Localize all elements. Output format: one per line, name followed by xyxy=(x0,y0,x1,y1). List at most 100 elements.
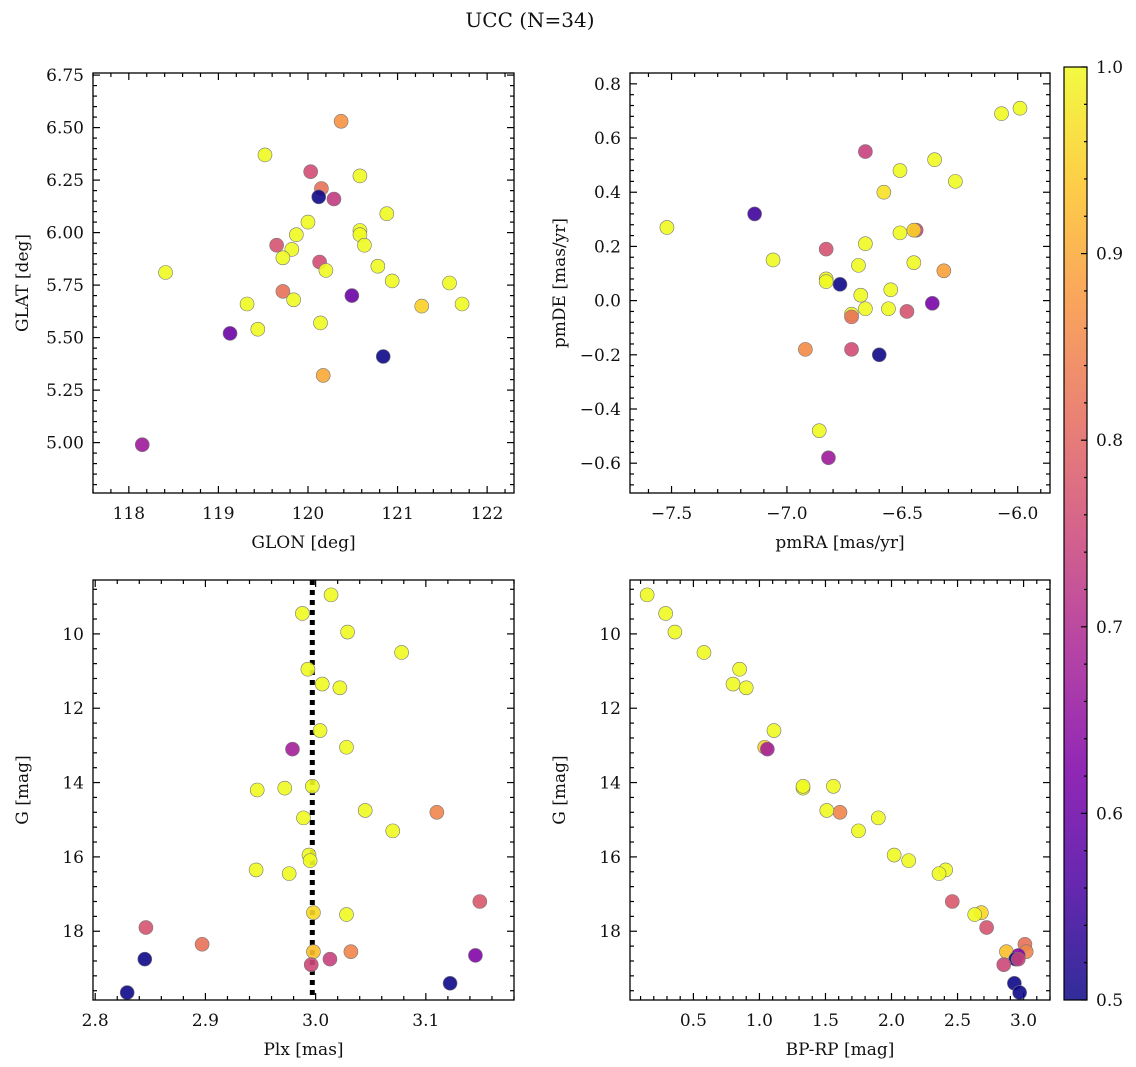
panel-2: −7.5 −7.0 −6.5 −6.0 −0.6 −0.4 −0.2 0.0 0.2 0.4 0.6… xyxy=(550,72,1051,553)
data-point xyxy=(119,985,135,1000)
data-point xyxy=(967,907,983,922)
data-point xyxy=(137,951,153,967)
colorbar-tick-label: 0.8 xyxy=(1096,431,1123,451)
x-tick-label: 2.9 xyxy=(192,1011,219,1031)
x-tick-label: −6.0 xyxy=(997,504,1038,524)
panel-1: 118 119 120 121 122 5.00 5.25 5.50 5.75 6.00 6.25 6… xyxy=(13,66,515,553)
figure-title: UCC (N=34) xyxy=(465,8,594,32)
data-point xyxy=(286,292,301,308)
data-point xyxy=(340,624,355,640)
data-point xyxy=(275,250,291,266)
data-point xyxy=(881,301,896,317)
y-axis-label: GLAT [deg] xyxy=(13,234,33,332)
data-point xyxy=(384,273,400,289)
data-point xyxy=(819,803,835,818)
data-point xyxy=(871,810,886,826)
data-point xyxy=(343,944,359,959)
scatter-panels: 118 119 120 121 122 5.00 5.25 5.50 5.75 6.00 6.25 6… xyxy=(13,66,1051,1060)
data-point xyxy=(760,741,775,757)
data-point xyxy=(306,944,321,959)
y-axis-label: G [mag] xyxy=(550,755,570,824)
data-point xyxy=(295,606,310,621)
data-point xyxy=(818,241,834,257)
data-point xyxy=(948,174,963,189)
y-tick-label: 6.50 xyxy=(46,119,84,139)
data-point xyxy=(138,920,154,935)
data-point xyxy=(892,163,908,178)
y-tick-label: 14 xyxy=(599,774,621,794)
data-point xyxy=(326,191,342,207)
y-tick-label: 16 xyxy=(599,848,621,868)
data-point xyxy=(394,645,409,660)
y-tick-label: 0.8 xyxy=(594,75,621,95)
data-point xyxy=(314,676,330,692)
data-point xyxy=(883,282,899,298)
x-tick-label: 2.0 xyxy=(878,1011,905,1031)
data-point xyxy=(303,164,318,179)
y-tick-label: 14 xyxy=(62,774,84,794)
y-tick-label: 6.00 xyxy=(46,224,84,244)
x-tick-label: −7.5 xyxy=(651,504,692,524)
plot-frame xyxy=(629,579,1051,1001)
x-tick-label: 118 xyxy=(113,504,145,524)
data-point xyxy=(306,905,321,920)
x-tick-label: 3.0 xyxy=(1010,1011,1037,1031)
data-point xyxy=(281,866,297,881)
data-point xyxy=(795,778,811,794)
data-point xyxy=(765,252,781,268)
data-point xyxy=(296,810,311,826)
data-point xyxy=(851,823,866,839)
y-tick-label: 0.2 xyxy=(594,237,621,257)
data-point xyxy=(414,298,430,314)
data-point xyxy=(305,778,320,794)
data-point xyxy=(468,948,483,963)
colorbar: 0.5 0.6 0.7 0.8 0.9 1.0 xyxy=(1063,58,1123,1011)
data-point xyxy=(899,304,915,319)
data-point xyxy=(357,237,372,253)
data-point xyxy=(844,342,859,357)
data-point xyxy=(442,275,457,291)
data-point xyxy=(747,206,762,222)
data-point xyxy=(994,106,1009,121)
data-point xyxy=(300,214,316,230)
x-tick-label: 3.0 xyxy=(302,1011,329,1031)
data-point xyxy=(357,803,373,818)
data-point xyxy=(858,301,873,317)
x-tick-label: 1.0 xyxy=(746,1011,773,1031)
data-point xyxy=(858,144,873,159)
data-point xyxy=(318,263,334,278)
data-point xyxy=(275,284,291,299)
data-point xyxy=(315,368,331,383)
data-point xyxy=(1011,951,1026,967)
y-tick-label: 12 xyxy=(599,699,621,719)
colorbar-tick-label: 0.6 xyxy=(1096,804,1123,824)
data-point xyxy=(333,114,349,129)
data-point xyxy=(289,227,304,242)
colorbar-ticks: 0.5 0.6 0.7 0.8 0.9 1.0 xyxy=(1081,58,1123,1011)
panel-3: 2.8 2.9 3.0 3.1 10 12 14 16 18 Plx [mas] G [mag] xyxy=(13,579,515,1060)
data-point xyxy=(370,258,386,274)
y-tick-label: 0.0 xyxy=(594,292,621,312)
data-point xyxy=(352,168,368,184)
data-point xyxy=(871,347,887,363)
data-point xyxy=(944,894,960,909)
data-point xyxy=(659,220,675,235)
data-point xyxy=(222,326,238,341)
y-tick-label: 5.00 xyxy=(46,434,84,454)
data-point xyxy=(239,296,255,312)
data-point xyxy=(1012,985,1027,1000)
y-tick-label: 6.25 xyxy=(46,171,84,191)
x-axis-label: BP-RP [mag] xyxy=(786,1040,895,1060)
data-point xyxy=(639,587,655,603)
data-point xyxy=(738,680,754,696)
y-tick-label: 12 xyxy=(62,699,84,719)
data-point xyxy=(312,723,328,738)
data-point xyxy=(472,894,488,909)
data-point xyxy=(248,862,264,878)
data-point xyxy=(332,680,348,696)
y-tick-label: 10 xyxy=(62,625,84,645)
data-point xyxy=(454,296,470,312)
data-point xyxy=(798,342,813,357)
data-point xyxy=(339,739,354,755)
y-tick-label: 0.6 xyxy=(594,129,621,149)
